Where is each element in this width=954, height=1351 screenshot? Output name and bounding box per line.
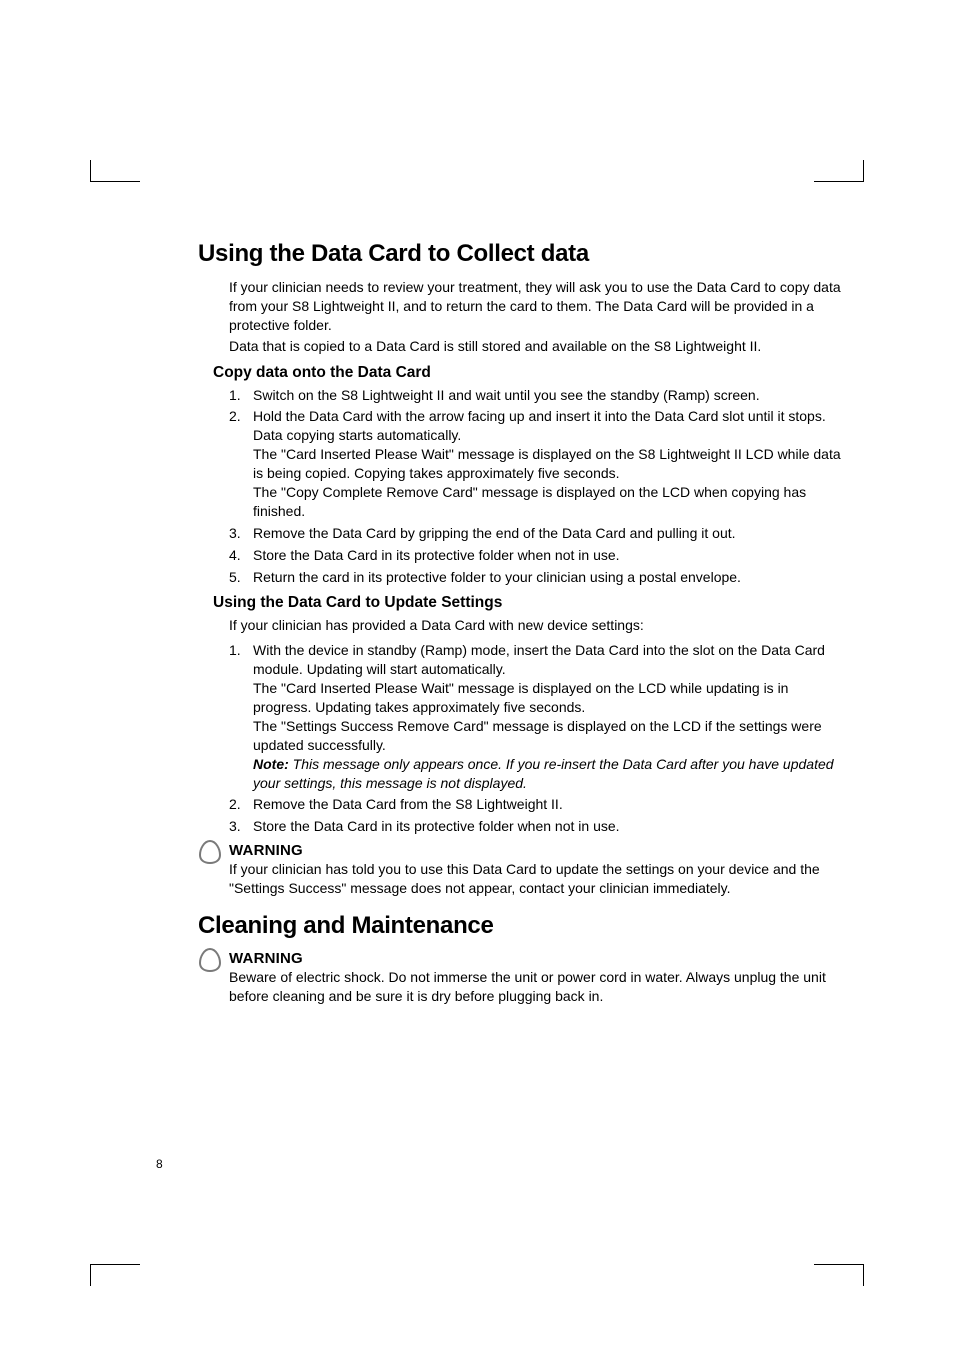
step-number: 2. [229, 795, 241, 814]
page-number: 8 [156, 1157, 163, 1171]
copy-steps-list: 1. Switch on the S8 Lightweight II and wa… [229, 386, 841, 587]
note-label: Note: [253, 756, 289, 772]
step-text: Return the card in its protective folder… [253, 569, 741, 585]
warning-block-cleaning: WARNING Beware of electric shock. Do not… [229, 950, 841, 1006]
subsection-title-copy: Copy data onto the Data Card [213, 364, 841, 382]
step-number: 2. [229, 407, 241, 426]
list-item: 1. With the device in standby (Ramp) mod… [229, 641, 841, 792]
step-text: Remove the Data Card from the S8 Lightwe… [253, 796, 563, 812]
warning-body: If your clinician has told you to use th… [229, 860, 841, 898]
step-text: Store the Data Card in its protective fo… [253, 547, 620, 563]
warning-title: WARNING [229, 950, 841, 967]
intro-paragraph-1: If your clinician needs to review your t… [229, 278, 841, 335]
step-number: 1. [229, 386, 241, 405]
step-number: 3. [229, 524, 241, 543]
section-title-data-card: Using the Data Card to Collect data [198, 240, 841, 268]
step-text: With the device in standby (Ramp) mode, … [253, 642, 825, 752]
list-item: 5. Return the card in its protective fold… [229, 568, 841, 587]
subsection-title-update: Using the Data Card to Update Settings [213, 594, 841, 612]
list-item: 2. Remove the Data Card from the S8 Light… [229, 795, 841, 814]
crop-mark-bl [90, 1264, 140, 1286]
warning-icon [197, 947, 223, 973]
step-text: Store the Data Card in its protective fo… [253, 818, 620, 834]
note-text: This message only appears once. If you r… [253, 756, 834, 791]
warning-block-settings: WARNING If your clinician has told you t… [229, 842, 841, 898]
list-item: 3. Remove the Data Card by gripping the e… [229, 524, 841, 543]
list-item: 4. Store the Data Card in its protective … [229, 546, 841, 565]
list-item: 2. Hold the Data Card with the arrow faci… [229, 407, 841, 520]
step-number: 1. [229, 641, 241, 660]
intro-paragraph-2: Data that is copied to a Data Card is st… [229, 337, 841, 356]
warning-title: WARNING [229, 842, 841, 859]
warning-body: Beware of electric shock. Do not immerse… [229, 968, 841, 1006]
step-number: 3. [229, 817, 241, 836]
update-steps-list: 1. With the device in standby (Ramp) mod… [229, 641, 841, 836]
step-text: Switch on the S8 Lightweight II and wait… [253, 387, 760, 403]
step-text: Hold the Data Card with the arrow facing… [253, 408, 841, 518]
list-item: 3. Store the Data Card in its protective … [229, 817, 841, 836]
step-number: 4. [229, 546, 241, 565]
step-text: Remove the Data Card by gripping the end… [253, 525, 736, 541]
crop-mark-br [814, 1264, 864, 1286]
crop-mark-tl [90, 160, 140, 182]
crop-mark-tr [814, 160, 864, 182]
list-item: 1. Switch on the S8 Lightweight II and wa… [229, 386, 841, 405]
section-title-cleaning: Cleaning and Maintenance [198, 912, 841, 940]
update-intro: If your clinician has provided a Data Ca… [229, 616, 841, 635]
page-content: Using the Data Card to Collect data If y… [213, 240, 841, 1012]
warning-icon [197, 839, 223, 865]
step-number: 5. [229, 568, 241, 587]
